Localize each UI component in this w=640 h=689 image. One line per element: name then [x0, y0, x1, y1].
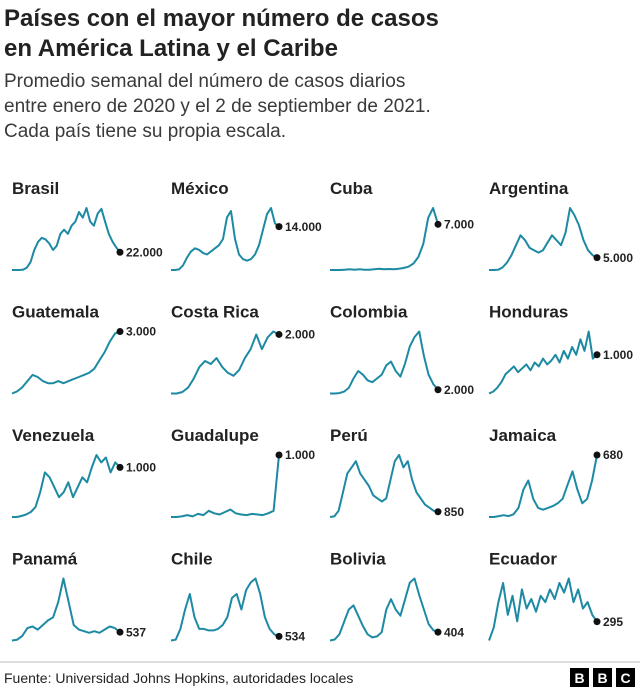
end-dot — [434, 628, 442, 636]
title: Países con el mayor número de casos — [4, 5, 439, 32]
end-dot — [275, 330, 283, 338]
end-label: 680 — [603, 448, 623, 462]
line — [11, 330, 121, 395]
end-dot — [434, 386, 442, 394]
end-label: 295 — [603, 615, 623, 629]
panel-title: Chile — [171, 550, 213, 569]
panel-title: Argentina — [489, 179, 569, 198]
end-dot — [275, 632, 283, 640]
panel-title: Ecuador — [489, 550, 557, 569]
line — [330, 207, 439, 271]
end-label: 3.000 — [126, 325, 156, 339]
line — [488, 577, 598, 641]
end-label: 404 — [444, 625, 464, 639]
end-dot — [593, 254, 601, 262]
end-dot — [275, 223, 283, 231]
panel-title: Cuba — [330, 179, 373, 198]
end-dot — [116, 628, 124, 636]
line — [12, 454, 121, 518]
end-dot — [275, 451, 283, 459]
end-dot — [593, 618, 601, 626]
end-label: 1.000 — [126, 461, 156, 475]
line — [171, 207, 280, 271]
panel-title: México — [171, 179, 229, 198]
line — [489, 207, 598, 271]
end-label: 2.000 — [285, 328, 315, 342]
line — [329, 577, 439, 642]
end-label: 22.000 — [126, 245, 163, 259]
end-label: 850 — [444, 505, 464, 519]
end-label: 537 — [126, 625, 146, 639]
panel-title: Jamaica — [489, 426, 557, 445]
end-dot — [593, 451, 601, 459]
line — [12, 207, 121, 271]
panel-title: Perú — [330, 426, 368, 445]
logo-letter: B — [597, 670, 607, 686]
logo-box — [593, 668, 612, 687]
line — [489, 454, 598, 518]
logo-letter: B — [574, 670, 584, 686]
end-label: 7.000 — [444, 217, 474, 231]
panel-title: Bolivia — [330, 550, 386, 569]
end-dot — [116, 248, 124, 256]
line — [488, 330, 598, 395]
panel-title: Venezuela — [12, 426, 95, 445]
title: en América Latina y el Caribe — [4, 35, 338, 62]
panel-title: Brasil — [12, 179, 59, 198]
line — [330, 330, 439, 395]
logo-box — [570, 668, 589, 687]
end-dot — [434, 508, 442, 516]
subtitle: entre enero de 2020 y el 2 de septiember… — [4, 96, 431, 117]
end-label: 2.000 — [444, 383, 474, 397]
end-dot — [434, 220, 442, 228]
panel-title: Costa Rica — [171, 303, 259, 322]
subtitle: Cada país tiene su propia escala. — [4, 121, 286, 142]
panel-title: Panamá — [12, 550, 78, 569]
end-dot — [116, 463, 124, 471]
panel-title: Guadalupe — [171, 426, 259, 445]
source: Fuente: Universidad Johns Hopkins, autor… — [4, 670, 353, 686]
end-dot — [116, 328, 124, 335]
logo-box — [616, 668, 635, 687]
subtitle: Promedio semanal del número de casos dia… — [4, 71, 405, 92]
panel-title: Honduras — [489, 303, 568, 322]
end-label: 1.000 — [603, 348, 633, 362]
end-label: 14.000 — [285, 220, 322, 234]
line — [170, 577, 280, 642]
panel-title: Guatemala — [12, 303, 99, 322]
line — [11, 577, 121, 642]
end-label: 534 — [285, 630, 305, 644]
end-label: 1.000 — [285, 448, 315, 462]
logo-letter: C — [620, 670, 630, 686]
end-label: 5.000 — [603, 251, 633, 265]
line — [171, 454, 280, 518]
panel-title: Colombia — [330, 303, 408, 322]
end-dot — [593, 351, 601, 359]
line — [329, 454, 439, 518]
line — [171, 330, 280, 395]
